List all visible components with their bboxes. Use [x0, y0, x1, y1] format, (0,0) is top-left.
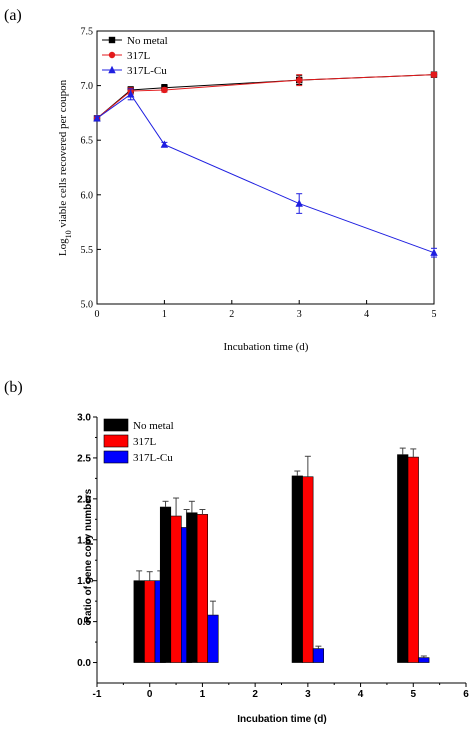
panel-b-plot: -1 0 1 2 3 4 5 6 0.0 0.5 1.0 1.5 2.0 2.5 3.0 No metal 31…: [77, 413, 469, 701]
bar: [144, 580, 156, 663]
y-tick-label: 7.0: [81, 81, 94, 92]
y-tick-label: 2.0: [77, 494, 91, 505]
marker-triangle: [295, 199, 303, 207]
y-tick-label: 0.0: [77, 658, 91, 669]
y-tick-label: 5.5: [81, 245, 94, 256]
marker-circle: [108, 51, 116, 59]
bar: [170, 515, 182, 663]
panel-a-plot: 0 1 2 3 4 5 5.0 5.5 6.0 6.5 7.0 7.5 No metal 317L 317L…: [81, 27, 438, 320]
marker-triangle: [430, 248, 438, 256]
y-tick-label: 5.0: [81, 300, 94, 311]
y-tick-label: 6.5: [81, 136, 94, 147]
x-tick-label: 1: [162, 309, 167, 320]
legend-label: 317L: [133, 436, 157, 448]
y-tick-label: 1.5: [77, 535, 91, 546]
x-tick-label: 3: [297, 309, 302, 320]
legend-label: No metal: [127, 35, 168, 47]
plot-frame: [96, 30, 435, 305]
marker-circle: [430, 71, 438, 78]
series-line-2: [96, 74, 435, 119]
x-tick-label: 0: [147, 689, 153, 700]
legend-swatch: [103, 434, 129, 448]
panel-b-xlabel: Incubation time (d): [237, 714, 326, 725]
legend-label: 317L-Cu: [133, 452, 173, 464]
bar: [397, 454, 409, 663]
marker-triangle: [93, 114, 101, 122]
bar: [407, 456, 419, 663]
marker-square: [108, 36, 116, 44]
legend-swatch: [103, 450, 129, 464]
panel-b-label: (b): [4, 379, 23, 396]
bar: [418, 657, 430, 663]
legend-label: 317L: [127, 50, 151, 62]
series-line-3: [96, 93, 435, 254]
bar: [302, 476, 314, 663]
marker-triangle: [160, 140, 169, 148]
x-tick-label: 4: [364, 309, 369, 320]
marker-triangle: [108, 65, 116, 74]
marker-circle: [161, 86, 168, 94]
x-tick-label: 2: [229, 309, 234, 320]
panel-b-ylabel: Ratio of gene copy numbers: [83, 488, 94, 623]
y-tick-label: 6.0: [81, 190, 94, 201]
y-tick-label: 2.5: [77, 453, 91, 464]
legend-label: 317L-Cu: [127, 65, 167, 77]
panel-a-xlabel: Incubation time (d): [224, 341, 309, 353]
marker-triangle: [127, 90, 135, 98]
series-line-1: [96, 74, 435, 119]
legend-label: No metal: [133, 420, 174, 432]
bar: [159, 506, 172, 663]
x-tick-label: 4: [358, 689, 364, 700]
bar: [207, 614, 219, 663]
marker-circle: [296, 76, 303, 84]
y-tick-label: 0.5: [77, 617, 91, 628]
x-tick-label: 5: [411, 689, 417, 700]
bar: [196, 514, 209, 663]
x-tick-label: 1: [200, 689, 206, 700]
bar: [312, 648, 324, 663]
y-tick-label: 1.0: [77, 576, 91, 587]
x-tick-label: 0: [95, 309, 100, 320]
legend-swatch: [103, 418, 129, 432]
x-tick-label: 3: [305, 689, 311, 700]
panel-a-label: (a): [4, 7, 22, 24]
x-tick-label: 2: [252, 689, 258, 700]
bar: [133, 580, 145, 663]
panel-a-ylabel: Log10 viable cells recovered per coupon: [57, 79, 73, 256]
bar: [186, 512, 198, 663]
bar: [291, 475, 303, 663]
x-tick-label: 6: [463, 689, 469, 700]
y-tick-label: 3.0: [77, 413, 91, 424]
x-tick-label: 5: [432, 309, 437, 320]
x-tick-label: -1: [93, 689, 102, 700]
y-tick-label: 7.5: [81, 27, 94, 38]
